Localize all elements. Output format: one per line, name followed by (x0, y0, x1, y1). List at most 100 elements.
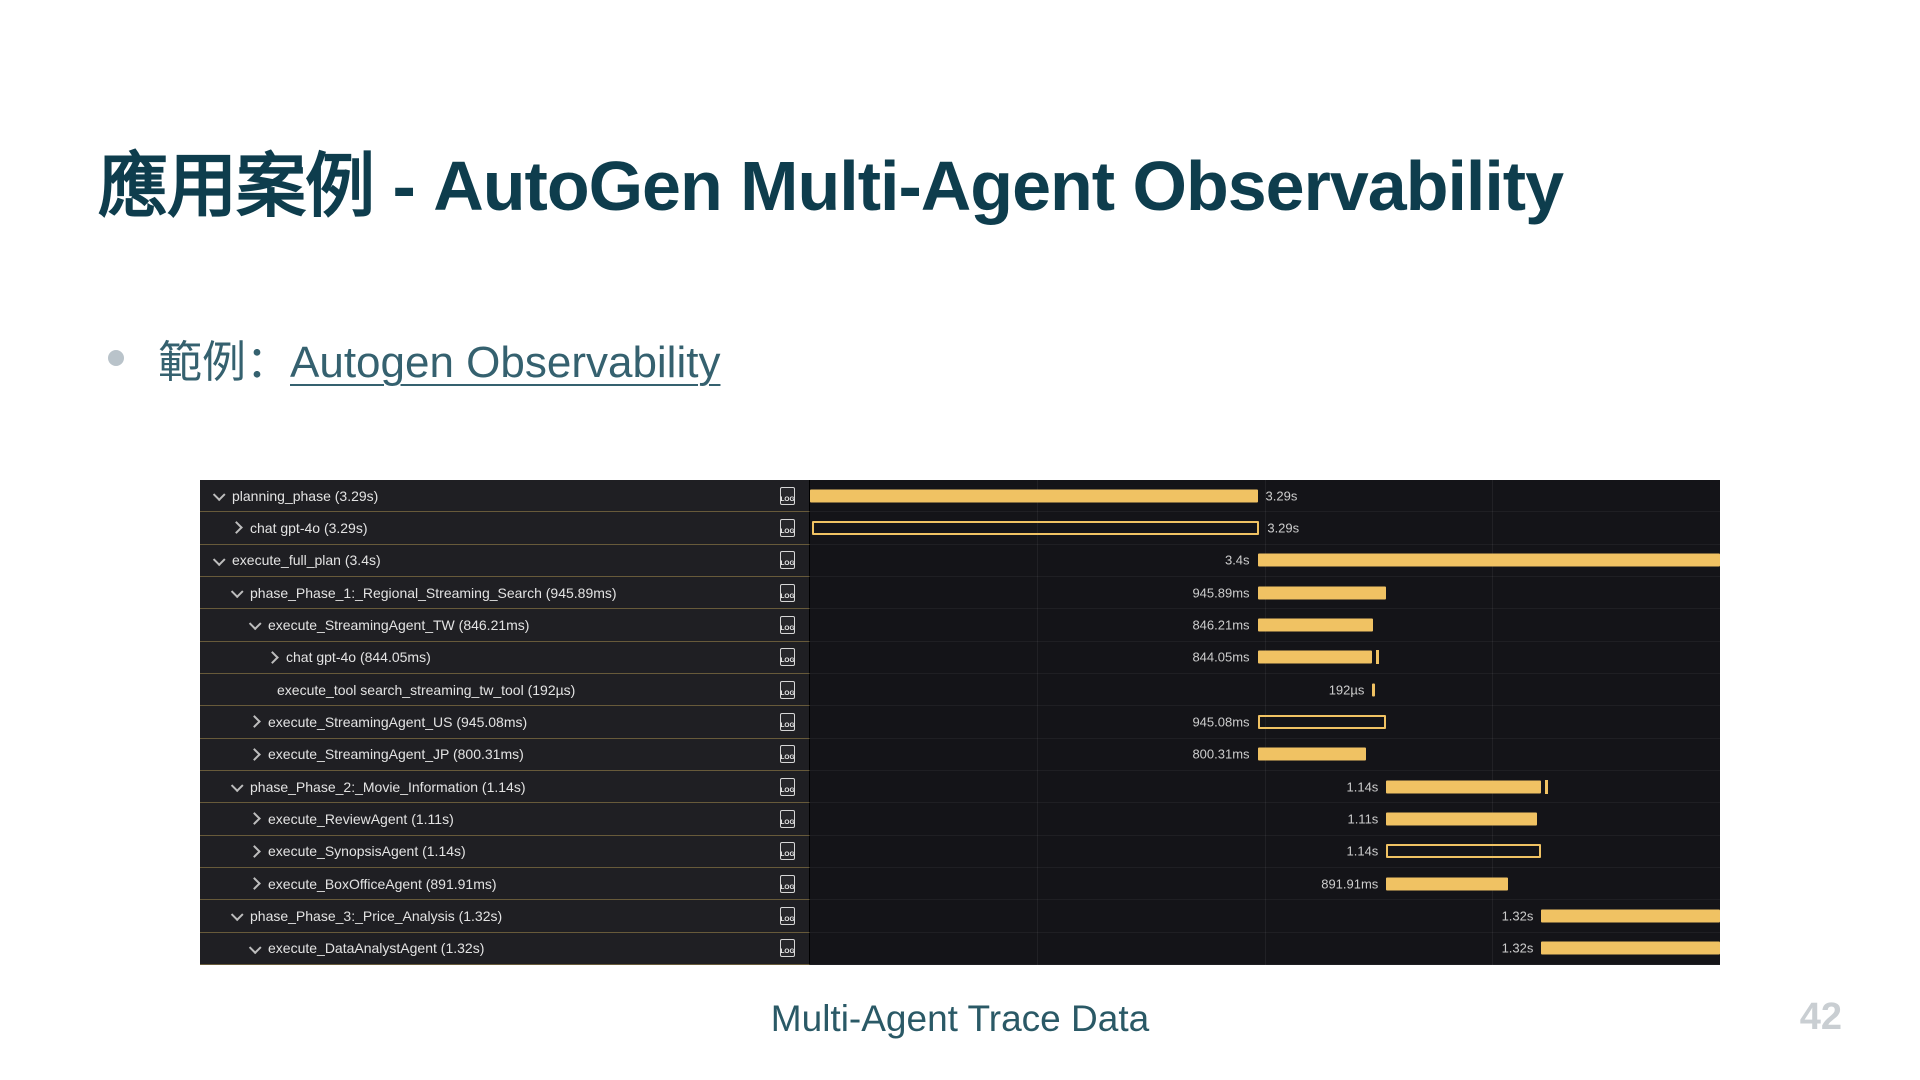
log-icon[interactable]: LOG (780, 583, 795, 602)
span-bar[interactable] (1257, 553, 1720, 567)
chevron-down-icon[interactable] (230, 779, 244, 793)
log-icon[interactable]: LOG (780, 874, 795, 893)
span-name-cell[interactable]: execute_DataAnalystAgent (1.32s) LOG (200, 932, 810, 965)
chevron-down-icon[interactable] (230, 585, 244, 599)
span-bar[interactable] (811, 520, 1260, 535)
span-name-cell[interactable]: execute_full_plan (3.4s) LOG (200, 544, 810, 577)
span-name-cell[interactable]: planning_phase (3.29s) LOG (200, 480, 810, 513)
chevron-right-icon[interactable] (248, 715, 261, 729)
span-bar[interactable] (1372, 683, 1376, 697)
gridline (1037, 480, 1038, 965)
trace-row[interactable]: phase_Phase_1:_Regional_Streaming_Search… (200, 576, 1720, 610)
span-name-cell[interactable]: chat gpt-4o (3.29s) LOG (200, 512, 810, 545)
span-label: execute_SynopsisAgent (1.14s) (268, 843, 466, 860)
span-bar[interactable] (1541, 909, 1720, 923)
span-name-cell[interactable]: execute_SynopsisAgent (1.14s) LOG (200, 835, 810, 868)
trace-row[interactable]: phase_Phase_2:_Movie_Information (1.14s)… (200, 770, 1720, 804)
waterfall-cell: 3.29s (810, 512, 1720, 545)
chevron-right-icon[interactable] (248, 877, 261, 890)
span-name-cell[interactable]: execute_ReviewAgent (1.11s) LOG (200, 803, 810, 836)
trace-row[interactable]: execute_full_plan (3.4s) LOG 3.4s (200, 544, 1720, 577)
log-icon[interactable]: LOG (780, 615, 795, 634)
span-name-cell[interactable]: phase_Phase_3:_Price_Analysis (1.32s) LOG (200, 900, 810, 933)
trace-row[interactable]: execute_StreamingAgent_TW (846.21ms) LOG 8… (200, 609, 1720, 642)
span-name-cell[interactable]: chat gpt-4o (844.05ms) LOG (200, 641, 810, 674)
trace-row[interactable]: execute_SynopsisAgent (1.14s) LOG 1.14s (200, 835, 1720, 868)
log-icon[interactable]: LOG (780, 551, 795, 570)
trace-row[interactable]: planning_phase (3.29s) LOG 3.29s (200, 480, 1720, 513)
span-duration: 844.05ms (1192, 649, 1250, 665)
span-duration: 1.14s (1346, 843, 1379, 859)
chevron-right-icon[interactable] (230, 521, 243, 535)
log-icon[interactable]: LOG (780, 809, 795, 828)
waterfall-cell: 1.32s (810, 900, 1720, 933)
bullet-dot (108, 350, 124, 366)
span-bar[interactable] (1257, 650, 1373, 664)
span-bar[interactable] (1541, 941, 1720, 955)
span-bar[interactable] (1257, 747, 1367, 761)
log-icon[interactable]: LOG (780, 486, 795, 505)
link-autogen-observability[interactable]: Autogen Observability (290, 338, 721, 387)
trace-screenshot: planning_phase (3.29s) LOG 3.29s chat gpt-4… (200, 480, 1720, 965)
log-icon[interactable]: LOG (780, 939, 795, 958)
waterfall-cell: 192µs (810, 674, 1720, 707)
caption: Multi-Agent Trace Data (770, 998, 1150, 1039)
span-label: phase_Phase_1:_Regional_Streaming_Search… (250, 584, 617, 601)
span-name-cell[interactable]: phase_Phase_1:_Regional_Streaming_Search… (200, 576, 810, 610)
chevron-right-icon[interactable] (248, 747, 261, 761)
span-label: execute_StreamingAgent_US (945.08ms) (268, 713, 528, 730)
chevron-right-icon[interactable] (266, 650, 279, 664)
span-name-cell[interactable]: phase_Phase_2:_Movie_Information (1.14s)… (200, 770, 810, 804)
chevron-down-icon[interactable] (248, 617, 262, 631)
chevron-right-icon[interactable] (248, 844, 261, 858)
trace-row[interactable]: phase_Phase_3:_Price_Analysis (1.32s) LOG… (200, 900, 1720, 933)
span-bar[interactable] (1386, 812, 1538, 826)
span-bar[interactable] (1386, 877, 1508, 891)
log-icon[interactable]: LOG (780, 680, 795, 699)
chevron-down-icon[interactable] (230, 908, 244, 922)
chevron-down-icon[interactable] (248, 941, 262, 954)
span-name-cell[interactable]: execute_StreamingAgent_TW (846.21ms) LOG (200, 609, 810, 642)
log-icon[interactable]: LOG (780, 712, 795, 731)
waterfall-cell: 846.21ms (810, 609, 1720, 642)
waterfall-cell: 844.05ms (810, 642, 1720, 674)
span-duration: 891.91ms (1321, 876, 1379, 892)
chevron-right-icon[interactable] (248, 812, 261, 826)
slide-title: 應用案例 - AutoGen Multi-Agent Observability (98, 147, 1564, 225)
span-bar[interactable] (1386, 844, 1542, 859)
trace-row[interactable]: execute_ReviewAgent (1.11s) LOG 1.11s (200, 803, 1720, 836)
log-icon[interactable]: LOG (780, 777, 795, 796)
span-name-cell[interactable]: execute_BoxOfficeAgent (891.91ms) LOG (200, 867, 810, 901)
bullet-prefix: 範例： (158, 338, 290, 387)
trace-row[interactable]: execute_DataAnalystAgent (1.32s) LOG 1.32s (200, 932, 1720, 965)
chevron-down-icon[interactable] (212, 488, 226, 502)
span-bar[interactable] (1257, 586, 1387, 600)
trace-row[interactable]: execute_StreamingAgent_US (945.08ms) LOG 9… (200, 706, 1720, 739)
span-duration: 1.32s (1501, 908, 1534, 924)
span-name-cell[interactable]: execute_StreamingAgent_JP (800.31ms) LOG (200, 738, 810, 771)
span-label: chat gpt-4o (844.05ms) (286, 649, 431, 666)
log-icon[interactable]: LOG (780, 648, 795, 667)
span-name-cell[interactable]: execute_tool search_streaming_tw_tool (1… (200, 673, 810, 707)
trace-row[interactable]: chat gpt-4o (844.05ms) LOG 844.05ms (200, 641, 1720, 674)
span-bar[interactable] (1257, 714, 1387, 729)
span-duration: 3.29s (1267, 520, 1300, 536)
span-bar[interactable] (1386, 780, 1542, 794)
log-icon[interactable]: LOG (780, 745, 795, 764)
span-label: execute_BoxOfficeAgent (891.91ms) (268, 875, 497, 892)
log-icon[interactable]: LOG (780, 906, 795, 925)
span-bar[interactable] (810, 489, 1258, 503)
span-duration: 3.29s (1265, 488, 1298, 504)
trace-row[interactable]: execute_StreamingAgent_JP (800.31ms) LOG 8… (200, 738, 1720, 771)
span-label: execute_full_plan (3.4s) (232, 552, 381, 569)
trace-row[interactable]: chat gpt-4o (3.29s) LOG 3.29s (200, 512, 1720, 545)
waterfall-cell: 1.11s (810, 803, 1720, 836)
span-bar[interactable] (1257, 618, 1373, 632)
trace-row[interactable]: execute_tool search_streaming_tw_tool (1… (200, 673, 1720, 707)
span-name-cell[interactable]: execute_StreamingAgent_US (945.08ms) LOG (200, 706, 810, 739)
chevron-down-icon[interactable] (212, 553, 226, 566)
log-icon[interactable]: LOG (780, 518, 795, 537)
log-icon[interactable]: LOG (780, 842, 795, 861)
bullet-text: 範例：Autogen Observability (158, 326, 720, 390)
trace-row[interactable]: execute_BoxOfficeAgent (891.91ms) LOG 891.… (200, 867, 1720, 901)
